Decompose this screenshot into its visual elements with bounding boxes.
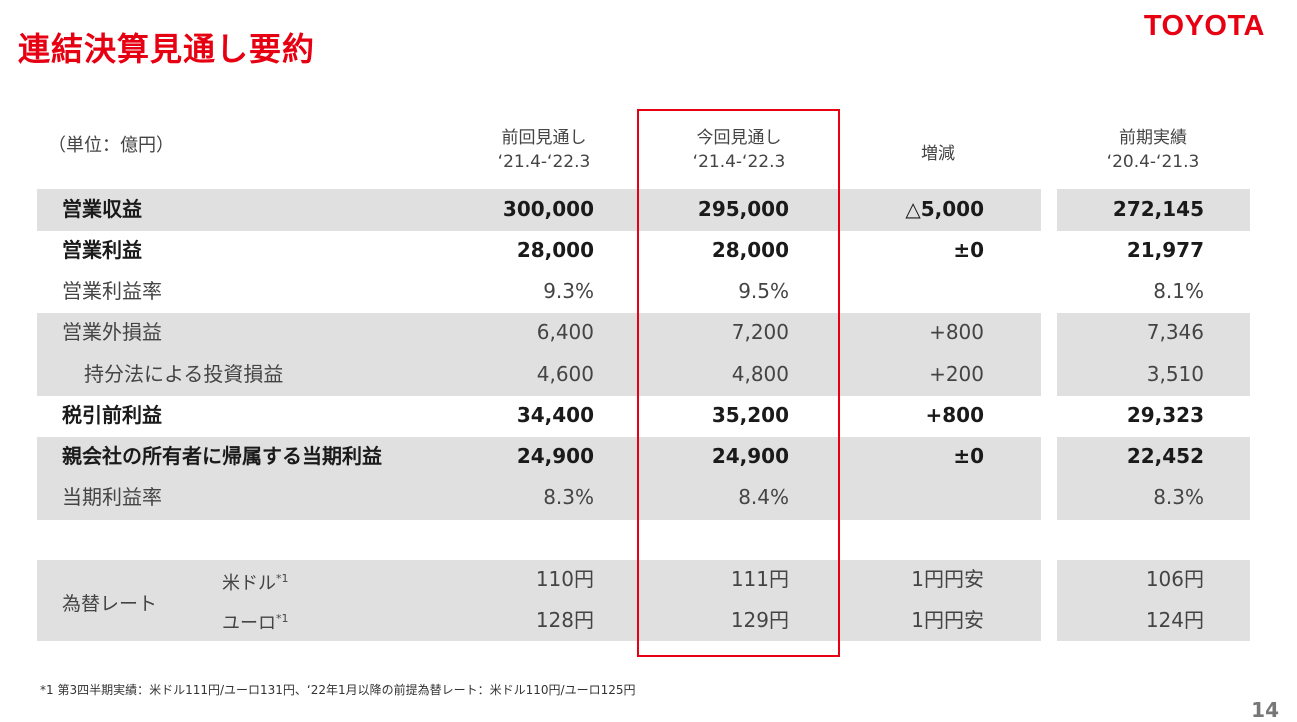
row-label: 親会社の所有者に帰属する当期利益	[62, 444, 382, 468]
row-bg	[1057, 560, 1250, 641]
fx-eur-text: ユーロ	[222, 613, 276, 634]
row-label: 税引前利益	[62, 403, 162, 427]
value-current: 7,200	[731, 320, 789, 344]
value-prev: 9.3%	[543, 279, 594, 303]
value-prior: 272,145	[1112, 197, 1204, 221]
fx-usd-footnote-mark: *1	[276, 572, 289, 585]
value-current: 111円	[730, 567, 789, 591]
header-prior-actual: 前期実績 ‘20.4-‘21.3	[1056, 126, 1250, 174]
value-change: ±0	[953, 238, 984, 262]
value-prior: 21,977	[1126, 238, 1204, 262]
table-row: 営業外損益 6,400 7,200 +800 7,346	[0, 312, 1297, 353]
value-prior: 29,323	[1126, 403, 1204, 427]
footnote: *1 第3四半期実績：米ドル111円/ユーロ131円、‘22年1月以降の前提為替…	[40, 683, 636, 697]
row-bg	[37, 189, 1041, 231]
value-prev: 110円	[535, 567, 594, 591]
current-forecast-highlight-box	[637, 109, 840, 657]
fx-eur-label: ユーロ*1	[222, 609, 289, 635]
row-bg	[37, 560, 1041, 641]
value-prior: 3,510	[1146, 362, 1204, 386]
value-prev: 4,600	[536, 362, 594, 386]
header-prev-forecast: 前回見通し ‘21.4-‘22.3	[444, 126, 644, 174]
value-change: 1円円安	[911, 608, 984, 632]
value-prior: 8.3%	[1153, 485, 1204, 509]
row-label: 当期利益率	[62, 485, 162, 509]
value-current: 35,200	[711, 403, 789, 427]
fx-eur-footnote-mark: *1	[276, 612, 289, 625]
header-line2: ‘21.4-‘22.3	[497, 152, 591, 172]
value-prior: 8.1%	[1153, 279, 1204, 303]
row-bg	[37, 313, 1041, 396]
value-change: △5,000	[905, 197, 984, 221]
table-row: 営業収益 300,000 295,000 △5,000 272,145	[0, 189, 1297, 230]
value-current: 8.4%	[738, 485, 789, 509]
header-line1: 増減	[921, 144, 955, 164]
table-row: 親会社の所有者に帰属する当期利益 24,900 24,900 ±0 22,452	[0, 436, 1297, 477]
value-current: 295,000	[697, 197, 789, 221]
value-change: ±0	[953, 444, 984, 468]
table-row: 持分法による投資損益 4,600 4,800 +200 3,510	[0, 354, 1297, 395]
fx-eur-row: 128円 129円 1円円安 124円	[0, 600, 1297, 641]
value-prev: 34,400	[516, 403, 594, 427]
value-change: +800	[925, 403, 984, 427]
row-label: 営業収益	[62, 197, 142, 221]
row-bg	[1057, 189, 1250, 231]
value-prev: 128円	[535, 608, 594, 632]
value-current: 9.5%	[738, 279, 789, 303]
row-bg	[1057, 437, 1250, 520]
value-change: +200	[929, 362, 984, 386]
toyota-logo: TOYOTA	[1143, 10, 1265, 42]
value-current: 129円	[730, 608, 789, 632]
page-title: 連結決算見通し要約	[18, 30, 316, 68]
row-bg	[1057, 313, 1250, 396]
header-line1: 今回見通し	[696, 128, 782, 148]
row-bg	[37, 437, 1041, 520]
fx-usd-label: 米ドル*1	[222, 569, 289, 595]
unit-label: （単位：億円）	[48, 135, 174, 156]
value-prev: 6,400	[536, 320, 594, 344]
row-label: 営業外損益	[62, 320, 162, 344]
row-label: 持分法による投資損益	[84, 362, 284, 386]
row-label: 営業利益	[62, 238, 142, 262]
value-prev: 28,000	[516, 238, 594, 262]
value-change: 1円円安	[911, 567, 984, 591]
value-prior: 106円	[1145, 567, 1204, 591]
value-change: +800	[929, 320, 984, 344]
value-prev: 24,900	[516, 444, 594, 468]
header-line1: 前期実績	[1119, 128, 1187, 148]
header-current-forecast: 今回見通し ‘21.4-‘22.3	[639, 126, 839, 174]
fx-rate-label: 為替レート	[62, 593, 158, 615]
value-prev: 300,000	[502, 197, 594, 221]
table-row: 営業利益 28,000 28,000 ±0 21,977	[0, 230, 1297, 271]
fx-usd-text: 米ドル	[222, 573, 276, 594]
value-prior: 7,346	[1146, 320, 1204, 344]
value-prior: 22,452	[1126, 444, 1204, 468]
table-row: 当期利益率 8.3% 8.4% 8.3%	[0, 477, 1297, 518]
fx-usd-row: 110円 111円 1円円安 106円	[0, 559, 1297, 600]
value-current: 28,000	[711, 238, 789, 262]
header-change: 増減	[860, 142, 1016, 166]
header-line1: 前回見通し	[501, 128, 587, 148]
value-prior: 124円	[1145, 608, 1204, 632]
header-line2: ‘20.4-‘21.3	[1106, 152, 1200, 172]
table-row: 営業利益率 9.3% 9.5% 8.1%	[0, 271, 1297, 312]
row-label: 営業利益率	[62, 279, 162, 303]
header-line2: ‘21.4-‘22.3	[692, 152, 786, 172]
table-row: 税引前利益 34,400 35,200 +800 29,323	[0, 395, 1297, 436]
value-current: 24,900	[711, 444, 789, 468]
value-current: 4,800	[731, 362, 789, 386]
value-prev: 8.3%	[543, 485, 594, 509]
page-number: 14	[1251, 698, 1279, 722]
